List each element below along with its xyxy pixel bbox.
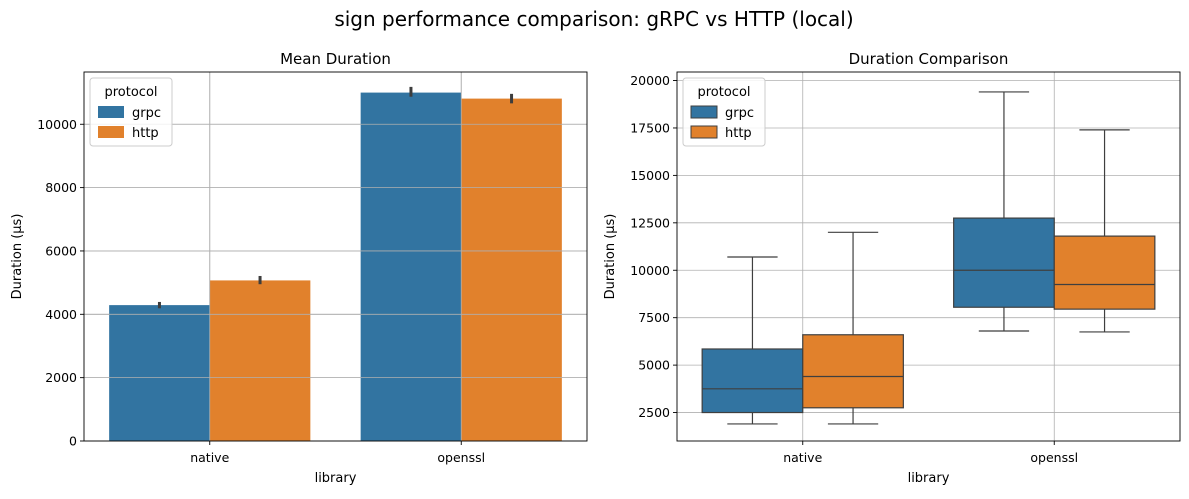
y-axis-label: Duration (µs) — [10, 214, 25, 300]
x-tick-label: openssl — [1030, 450, 1078, 465]
legend: protocol grpc http — [682, 77, 766, 147]
box-http-native — [802, 334, 904, 409]
y-axis-ticks: 2500 5000 7500 10000 12500 15000 17500 20000 — [630, 73, 677, 420]
bar-http-openssl — [461, 98, 562, 441]
legend-label-http: http — [132, 126, 159, 141]
y-tick-label: 7500 — [638, 310, 670, 325]
legend-swatch-grpc — [690, 105, 718, 119]
x-axis-ticks: native openssl — [190, 441, 485, 465]
axes-frame — [83, 71, 588, 442]
y-tick-label: 4000 — [45, 307, 77, 322]
legend-swatch-http — [690, 125, 718, 139]
legend-swatch-http — [98, 126, 124, 138]
y-axis-ticks: 0 2000 4000 6000 8000 10000 — [37, 117, 84, 449]
y-tick-label: 17500 — [630, 120, 670, 135]
figure-title: sign performance comparison: gRPC vs HTT… — [334, 7, 853, 31]
bar-grpc-openssl — [360, 92, 462, 441]
x-axis-label: library — [908, 471, 950, 486]
box-grpc-native — [701, 348, 804, 414]
axes-title: Mean Duration — [280, 50, 391, 68]
bar-grpc-native — [109, 305, 210, 441]
legend-swatch-grpc — [98, 106, 124, 118]
x-tick-label: native — [783, 450, 822, 465]
y-tick-label: 10000 — [630, 263, 670, 278]
legend-label-http: http — [725, 126, 752, 141]
legend-title: protocol — [697, 85, 750, 100]
x-axis-label: library — [315, 471, 357, 486]
legend-title: protocol — [104, 85, 157, 100]
y-tick-label: 2500 — [638, 405, 670, 420]
y-tick-label: 10000 — [37, 117, 77, 132]
mean-duration-panel: 0 2000 4000 6000 8000 10000 native openssl Mean … — [10, 50, 588, 486]
y-tick-label: 8000 — [45, 180, 77, 195]
box-grpc-openssl — [953, 217, 1055, 308]
x-axis-ticks: native openssl — [783, 441, 1078, 465]
y-tick-label: 6000 — [45, 243, 77, 258]
y-tick-label: 20000 — [630, 73, 670, 88]
axes-title: Duration Comparison — [849, 50, 1009, 68]
duration-comparison-panel: 2500 5000 7500 10000 12500 15000 17500 20000 nat… — [603, 50, 1181, 486]
y-tick-label: 15000 — [630, 168, 670, 183]
bar-http-native — [209, 280, 311, 441]
box-http-openssl — [1053, 235, 1156, 310]
legend-label-grpc: grpc — [132, 106, 161, 121]
y-tick-label: 5000 — [638, 358, 670, 373]
legend-label-grpc: grpc — [725, 106, 754, 121]
x-tick-label: openssl — [437, 450, 485, 465]
y-axis-label: Duration (µs) — [603, 214, 618, 300]
plot-marks — [701, 91, 1156, 425]
y-tick-label: 12500 — [630, 215, 670, 230]
y-tick-label: 2000 — [45, 370, 77, 385]
x-tick-label: native — [190, 450, 229, 465]
axes-frame — [676, 71, 1181, 442]
legend: protocol grpc http — [89, 77, 173, 147]
y-tick-label: 0 — [69, 434, 77, 449]
